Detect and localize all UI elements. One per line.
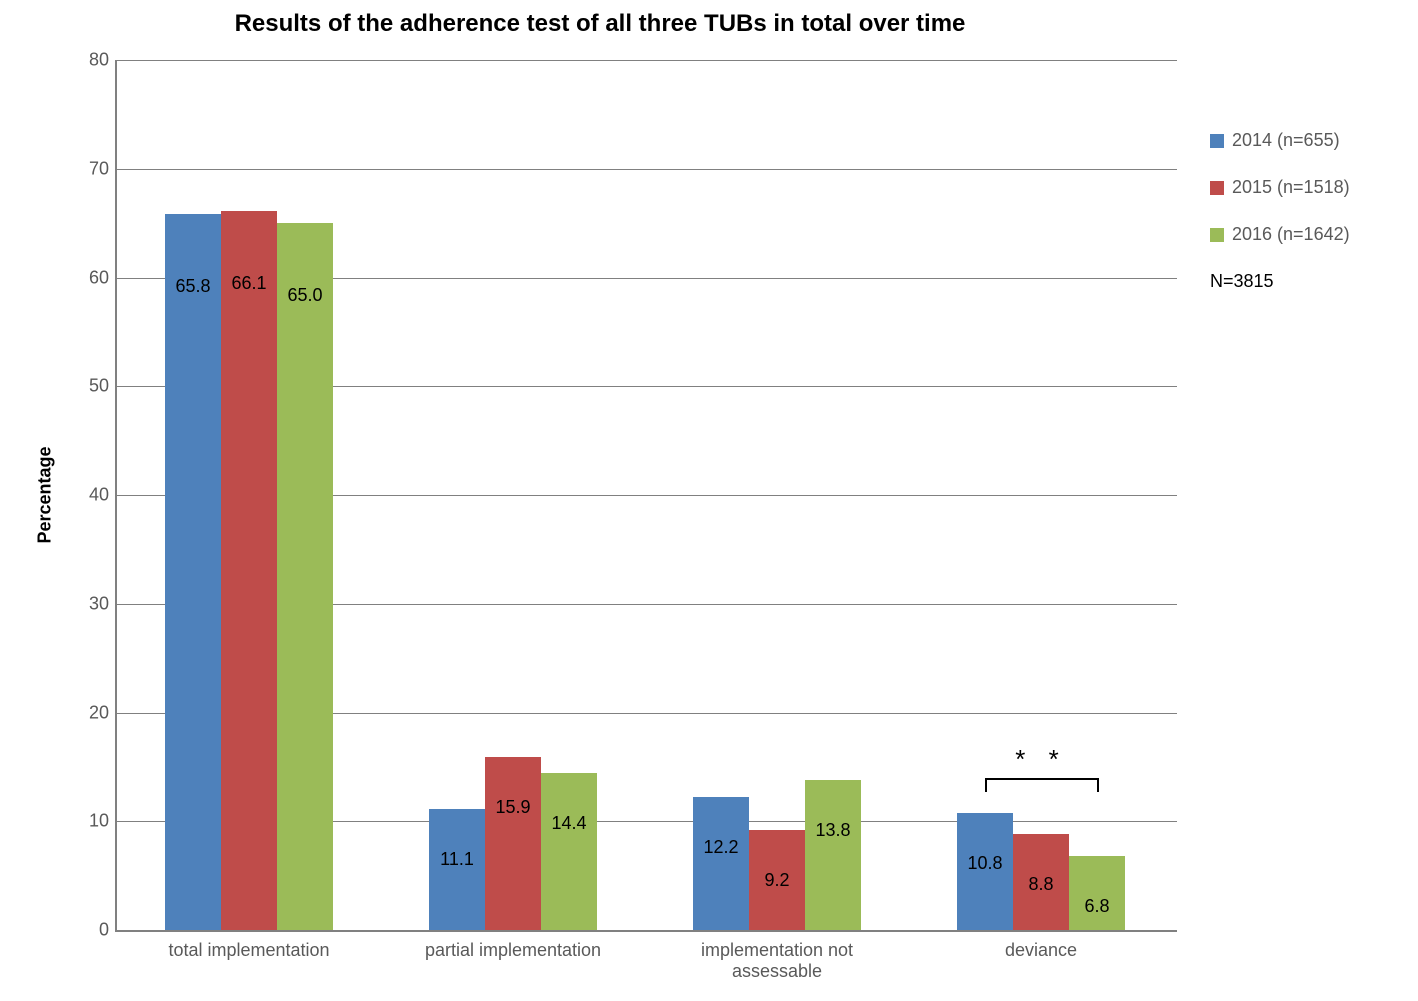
bar-value-label: 10.8 <box>967 853 1002 874</box>
significance-bracket <box>1097 778 1099 792</box>
bar <box>1069 856 1125 930</box>
bar-value-label: 14.4 <box>551 813 586 834</box>
bar-value-label: 8.8 <box>1028 874 1053 895</box>
bar-value-label: 11.1 <box>440 849 474 870</box>
bar-value-label: 65.8 <box>175 276 210 297</box>
x-category-label: total implementation <box>168 930 329 961</box>
gridline <box>117 60 1177 61</box>
legend-label: 2015 (n=1518) <box>1232 177 1350 198</box>
y-tick-label: 30 <box>89 593 117 614</box>
gridline <box>117 169 1177 170</box>
bar <box>805 780 861 930</box>
y-tick-label: 20 <box>89 702 117 723</box>
bar-value-label: 6.8 <box>1084 896 1109 917</box>
bar-value-label: 12.2 <box>703 837 738 858</box>
x-category-label: implementation notassessable <box>701 930 853 982</box>
legend-label: 2016 (n=1642) <box>1232 224 1350 245</box>
y-axis-label: Percentage <box>35 446 56 543</box>
bar <box>485 757 541 930</box>
bar <box>541 773 597 930</box>
chart-container: Results of the adherence test of all thr… <box>0 0 1418 1001</box>
plot-area: 01020304050607080total implementation65.… <box>115 60 1177 932</box>
significance-bracket <box>985 778 987 792</box>
bar <box>221 211 277 930</box>
significance-bracket <box>985 778 1097 780</box>
x-category-label: deviance <box>1005 930 1077 961</box>
bar-value-label: 13.8 <box>815 820 850 841</box>
legend-item: 2015 (n=1518) <box>1210 177 1350 198</box>
y-tick-label: 40 <box>89 485 117 506</box>
legend-item: 2014 (n=655) <box>1210 130 1350 151</box>
bar-value-label: 66.1 <box>231 273 266 294</box>
legend-swatch <box>1210 181 1224 195</box>
x-category-label: partial implementation <box>425 930 601 961</box>
y-tick-label: 50 <box>89 376 117 397</box>
legend-note: N=3815 <box>1210 271 1350 292</box>
y-tick-label: 10 <box>89 811 117 832</box>
legend-label: 2014 (n=655) <box>1232 130 1340 151</box>
legend: 2014 (n=655) 2015 (n=1518) 2016 (n=1642) N=… <box>1210 130 1350 292</box>
legend-item: 2016 (n=1642) <box>1210 224 1350 245</box>
significance-marker: * * <box>1015 744 1066 775</box>
bar-value-label: 15.9 <box>495 797 530 818</box>
y-tick-label: 60 <box>89 267 117 288</box>
legend-swatch <box>1210 228 1224 242</box>
y-tick-label: 0 <box>99 920 117 941</box>
chart-title: Results of the adherence test of all thr… <box>0 10 1200 38</box>
legend-swatch <box>1210 134 1224 148</box>
bar-value-label: 65.0 <box>287 285 322 306</box>
bar-value-label: 9.2 <box>764 870 789 891</box>
bar <box>165 214 221 930</box>
bar <box>693 797 749 930</box>
y-tick-label: 80 <box>89 50 117 71</box>
y-tick-label: 70 <box>89 158 117 179</box>
bar <box>277 223 333 930</box>
